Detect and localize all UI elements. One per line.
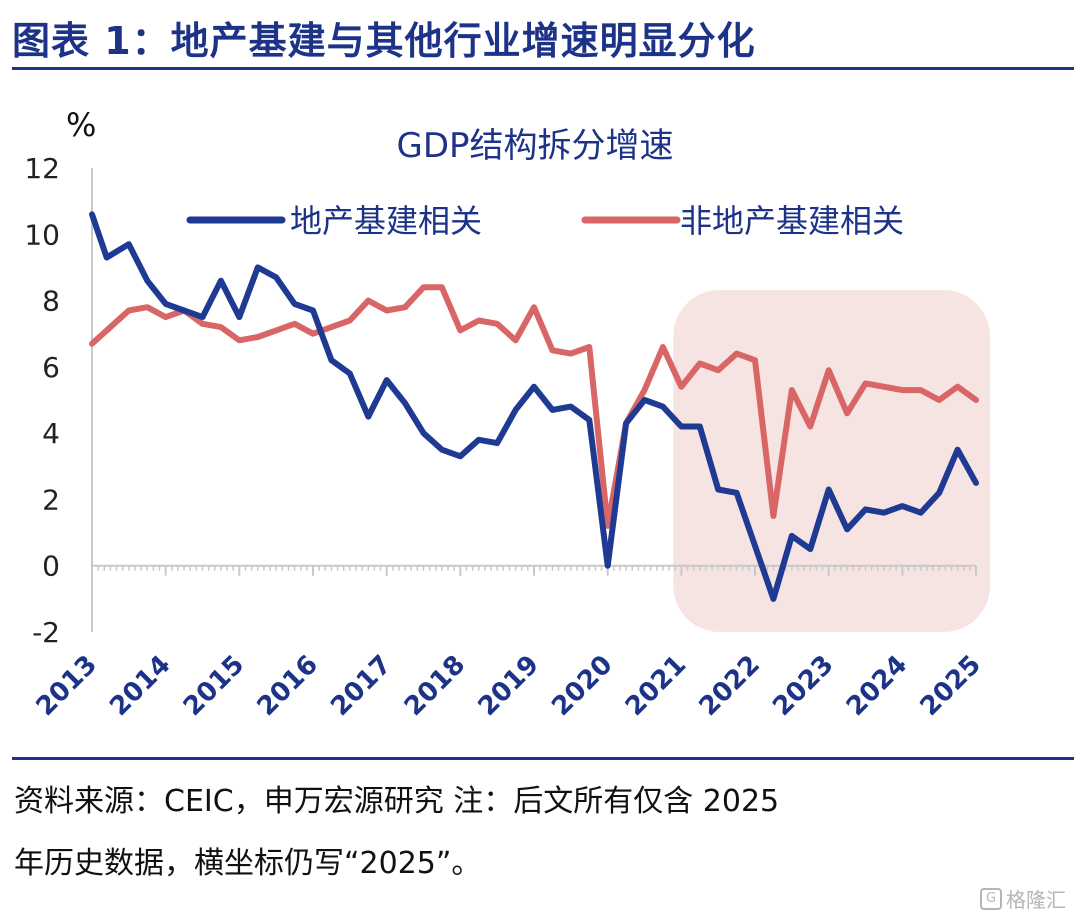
source-note-line-1: 资料来源：CEIC，申万宏源研究 注：后文所有仅含 2025 [14,784,780,819]
series-line-non-estate-infrastructure [89,284,979,529]
x-tick-label: 2023 [767,650,839,722]
figure-title: 图表 1：地产基建与其他行业增速明显分化 [12,19,756,63]
x-tick-label: 2019 [473,650,545,722]
highlight-region [673,290,990,632]
x-tick-label: 2024 [841,650,913,722]
watermark: G 格隆汇 [980,884,1066,913]
x-tick-label: 2021 [620,650,692,722]
legend-label-estate: 地产基建相关 [290,202,482,240]
y-axis-unit: % [66,106,96,144]
y-tick-label: 0 [42,550,60,583]
x-tick-label: 2013 [31,650,103,722]
title-rule [12,67,1074,70]
x-tick-label: 2015 [178,650,250,722]
watermark-text: 格隆汇 [1006,888,1066,912]
x-tick-label: 2018 [399,650,471,722]
y-tick-label: 2 [42,483,60,516]
chart-legend: 地产基建相关 非地产基建相关 [186,202,904,240]
x-tick-label: 2017 [325,650,397,722]
x-tick-label: 2014 [104,650,176,722]
chart-series [89,211,979,602]
y-tick-label: 8 [42,285,60,318]
chart-title: GDP结构拆分增速 [396,126,673,166]
source-rule [12,757,1074,760]
watermark-logo-icon: G [980,887,1002,910]
x-tick-label: 2025 [915,650,987,722]
y-tick-label: -2 [32,616,60,649]
legend-label-non-estate: 非地产基建相关 [680,202,904,240]
x-tick-label: 2016 [252,650,324,722]
source-note-line-2: 年历史数据，横坐标仍写“2025”。 [14,846,482,881]
series-line-estate-infrastructure [89,211,979,602]
y-tick-label: 4 [42,417,60,450]
y-tick-label: 10 [24,218,60,251]
y-tick-label: 12 [24,152,60,185]
x-tick-label: 2022 [694,650,766,722]
x-tick-label: 2020 [546,650,618,722]
y-tick-label: 6 [42,351,60,384]
